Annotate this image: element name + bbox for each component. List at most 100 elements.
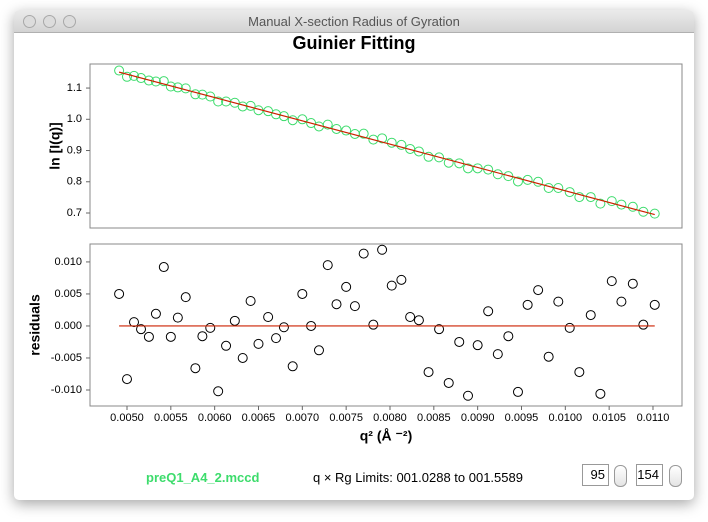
data-point — [434, 324, 445, 335]
data-point — [463, 163, 474, 174]
data-point — [322, 260, 333, 271]
data-point — [221, 340, 232, 351]
x-tick-label: 0.0110 — [637, 412, 670, 424]
data-point — [533, 285, 544, 296]
data-point — [229, 315, 240, 326]
data-point — [377, 133, 388, 144]
y-tick-label: 0.9 — [67, 144, 82, 156]
data-point — [492, 349, 503, 360]
data-point — [564, 187, 575, 198]
y-axis-label: ln [I(q)] — [47, 122, 63, 169]
minimize-button[interactable] — [43, 15, 56, 28]
data-point — [121, 374, 132, 385]
data-point — [213, 96, 224, 107]
file-name: preQ1_A4_2.mccd — [146, 470, 260, 485]
data-point — [413, 146, 424, 157]
x-tick-label: 0.0085 — [417, 412, 451, 424]
data-point — [627, 201, 638, 212]
data-point — [205, 322, 216, 333]
data-point — [616, 296, 627, 307]
data-point — [349, 301, 360, 312]
end-stepper[interactable] — [669, 465, 682, 487]
data-point — [341, 281, 352, 292]
data-point — [413, 315, 424, 326]
data-point — [278, 111, 289, 122]
x-tick-label: 0.0090 — [461, 412, 495, 424]
end-field[interactable]: 154 — [636, 464, 663, 486]
data-point — [358, 248, 369, 259]
start-field[interactable]: 95 — [582, 464, 609, 486]
x-tick-label: 0.0105 — [592, 412, 626, 424]
x-tick-label: 0.0080 — [373, 412, 407, 424]
title-bar: Manual X-section Radius of Gyration — [14, 10, 694, 33]
data-point — [205, 91, 216, 102]
data-point — [649, 299, 660, 310]
data-point — [263, 311, 274, 322]
x-tick-label: 0.0075 — [329, 412, 363, 424]
x-tick-label: 0.0050 — [110, 412, 144, 424]
data-point — [180, 292, 191, 303]
y-tick-label: 1.0 — [67, 113, 82, 125]
data-point — [386, 137, 397, 148]
data-point — [377, 244, 388, 255]
start-stepper[interactable] — [614, 465, 627, 487]
data-point — [423, 151, 434, 162]
data-point — [172, 312, 183, 323]
data-point — [341, 125, 352, 136]
y-tick-label: 0.8 — [67, 176, 82, 188]
data-point — [564, 322, 575, 333]
data-point — [574, 367, 585, 378]
data-point — [172, 82, 183, 93]
data-point — [129, 317, 140, 328]
data-point — [503, 171, 514, 182]
x-tick-label: 0.0065 — [242, 412, 276, 424]
zoom-button[interactable] — [63, 15, 76, 28]
data-point — [512, 176, 523, 187]
data-point — [278, 322, 289, 333]
data-point — [197, 89, 208, 100]
data-point — [313, 345, 324, 356]
data-point — [213, 386, 224, 397]
data-point — [114, 288, 125, 299]
y-axis-label: residuals — [27, 294, 43, 356]
data-point — [472, 340, 483, 351]
data-point — [503, 331, 514, 342]
data-point — [129, 70, 140, 81]
data-point — [443, 377, 454, 388]
window-title: Manual X-section Radius of Gyration — [248, 14, 460, 29]
close-button[interactable] — [23, 15, 36, 28]
data-point — [638, 206, 649, 217]
data-point — [287, 115, 298, 126]
data-point — [595, 388, 606, 399]
data-point — [136, 73, 147, 84]
data-point — [627, 278, 638, 289]
plot-frame — [89, 63, 683, 229]
data-point — [405, 311, 416, 322]
x-tick-label: 0.0070 — [285, 412, 319, 424]
data-point — [522, 299, 533, 310]
data-point — [358, 128, 369, 139]
plot-frame — [89, 243, 683, 407]
data-point — [253, 338, 264, 349]
data-point — [553, 296, 564, 307]
data-point — [443, 157, 454, 168]
data-point — [454, 336, 465, 347]
data-point — [595, 198, 606, 209]
fit-line — [118, 71, 655, 216]
data-point — [136, 324, 147, 335]
data-point — [197, 331, 208, 342]
data-point — [386, 280, 397, 291]
data-point — [322, 119, 333, 130]
limits-text: q × Rg Limits: 001.0288 to 001.5589 — [313, 470, 523, 485]
data-point — [463, 390, 474, 401]
data-point — [165, 331, 176, 342]
x-tick-label: 0.0055 — [154, 412, 188, 424]
data-point — [271, 333, 282, 344]
data-point — [287, 361, 298, 372]
x-tick-label: 0.0100 — [548, 412, 582, 424]
data-point — [150, 76, 161, 87]
data-point — [543, 351, 554, 362]
data-point — [331, 299, 342, 310]
y-tick-label: 0.010 — [54, 256, 82, 268]
